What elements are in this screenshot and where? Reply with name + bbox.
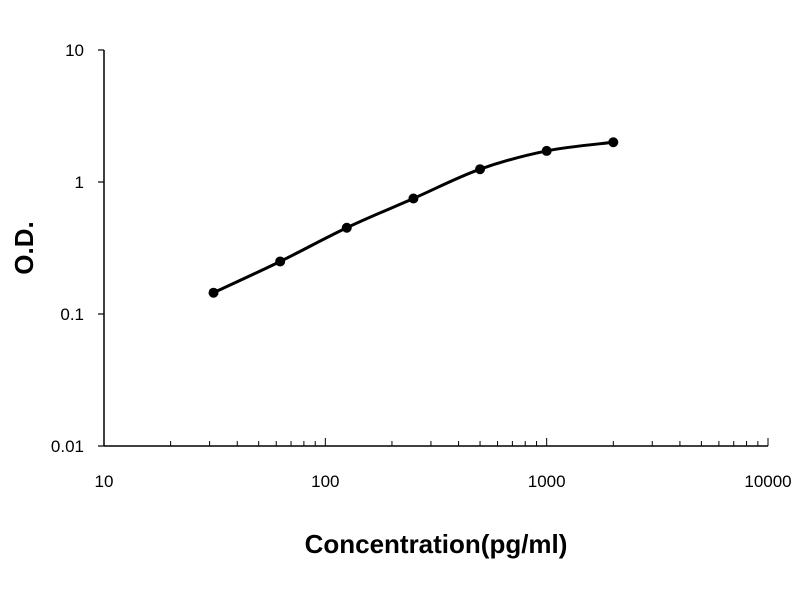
data-point	[475, 164, 486, 175]
data-point	[275, 256, 286, 267]
x-tick-label: 10000	[744, 472, 791, 491]
y-ticks	[98, 49, 104, 447]
y-tick-labels: 10 1 0.1 0.01	[51, 41, 84, 456]
x-tick-labels: 10 100 1000 10000	[95, 472, 792, 491]
data-point	[408, 193, 419, 204]
series-group	[208, 137, 619, 298]
x-tick-label: 10	[95, 472, 114, 491]
x-tick-label: 1000	[528, 472, 566, 491]
y-tick-label: 1	[75, 173, 84, 192]
series-line	[212, 140, 614, 295]
y-tick-label: 0.1	[60, 305, 84, 324]
y-axis-title: O.D.	[9, 221, 39, 274]
y-tick-label: 0.01	[51, 437, 84, 456]
x-tick-label: 100	[311, 472, 339, 491]
data-point	[541, 145, 552, 156]
y-tick-label: 10	[65, 41, 84, 60]
x-axis-title: Concentration(pg/ml)	[305, 529, 568, 559]
data-point	[608, 137, 619, 148]
data-point	[341, 222, 352, 233]
data-point	[208, 287, 219, 298]
axes	[103, 50, 768, 447]
x-ticks	[103, 438, 769, 446]
